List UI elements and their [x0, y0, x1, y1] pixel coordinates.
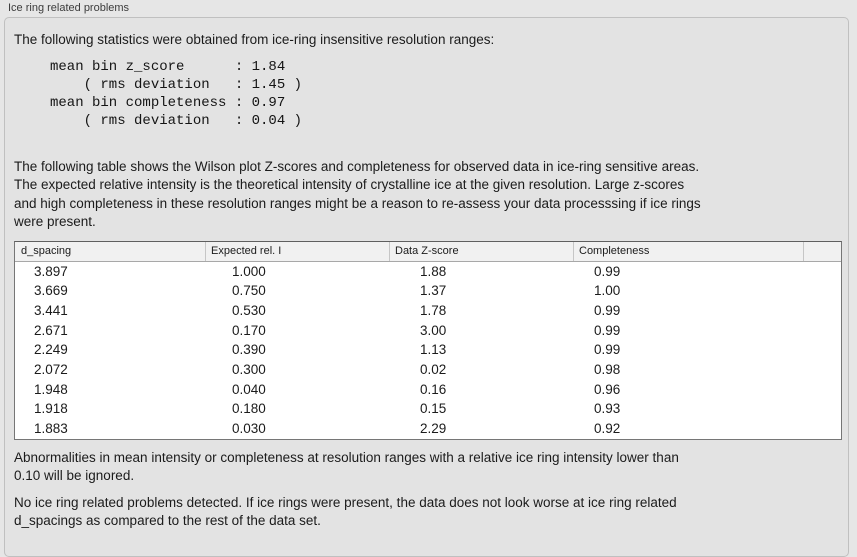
- ice-ring-panel: The following statistics were obtained f…: [4, 17, 849, 557]
- ignore-rule-text: Abnormalities in mean intensity or compl…: [14, 449, 679, 484]
- table-cell: 1.37: [420, 283, 447, 299]
- description-text: The following table shows the Wilson plo…: [14, 158, 701, 230]
- table-cell: 1.000: [232, 263, 266, 279]
- table-cell: 1.13: [420, 342, 447, 358]
- intro-text: The following statistics were obtained f…: [14, 32, 495, 47]
- table-cell: 1.883: [34, 421, 68, 436]
- table-cell: 1.88: [420, 263, 447, 279]
- table-row[interactable]: 3.669 0.750 1.37 1.00: [15, 281, 841, 301]
- table-row[interactable]: 3.441 0.530 1.78 0.99: [15, 301, 841, 321]
- table-cell: 0.98: [594, 361, 621, 377]
- table-cell: 0.15: [420, 401, 447, 417]
- table-cell: 0.530: [232, 302, 266, 318]
- table-body: 3.897 1.000 1.88 0.99 3.669 0.750 1.37 1.00 3.44…: [15, 262, 841, 439]
- table-row[interactable]: 3.897 1.000 1.88 0.99: [15, 262, 841, 282]
- table-cell: 0.180: [232, 401, 266, 417]
- table-cell: 0.93: [594, 401, 621, 417]
- table-cell: 0.030: [232, 421, 266, 436]
- header-cell: Data Z-score: [389, 241, 573, 261]
- table-cell: 2.671: [34, 322, 68, 338]
- table-cell: 0.040: [232, 381, 266, 397]
- table-cell: 0.300: [232, 361, 266, 377]
- header-cell: Expected rel. I: [205, 241, 389, 261]
- table-row[interactable]: 1.918 0.180 0.15 0.93: [15, 399, 841, 419]
- table-cell: 2.072: [34, 361, 68, 377]
- table-cell: 1.00: [594, 283, 621, 299]
- table-row[interactable]: 2.072 0.300 0.02 0.98: [15, 360, 841, 380]
- table-cell: 3.441: [34, 302, 68, 318]
- table-cell: 0.99: [594, 263, 621, 279]
- table-cell: 3.897: [34, 263, 68, 279]
- table-row[interactable]: 1.883 0.030 2.29 0.92: [15, 419, 841, 439]
- table-cell: 0.390: [232, 342, 266, 358]
- table-cell: 3.669: [34, 283, 68, 299]
- stats-block: mean bin z_score : 1.84 ( rms deviation …: [50, 58, 303, 129]
- table-row[interactable]: 1.948 0.040 0.16 0.96: [15, 380, 841, 400]
- header-cell: d_spacing: [21, 244, 72, 257]
- table-row[interactable]: 2.671 0.170 3.00 0.99: [15, 321, 841, 341]
- panel-title: Ice ring related problems: [8, 2, 130, 14]
- table-cell: 0.170: [232, 322, 266, 338]
- table-cell: 0.99: [594, 302, 621, 318]
- table-row[interactable]: 2.249 0.390 1.13 0.99: [15, 340, 841, 360]
- table-cell: 1.948: [34, 381, 68, 397]
- table-cell: 0.99: [594, 342, 621, 358]
- table-cell: 0.96: [594, 381, 621, 397]
- table-cell: 0.750: [232, 283, 266, 299]
- table-cell: 2.249: [34, 342, 68, 358]
- table-cell: 1.78: [420, 302, 447, 318]
- table-cell: 0.92: [594, 421, 621, 436]
- table-cell: 0.16: [420, 381, 447, 397]
- table-cell: 2.29: [420, 421, 447, 436]
- header-cell: [803, 241, 841, 261]
- table-cell: 0.99: [594, 322, 621, 338]
- ice-ring-table: d_spacing Expected rel. I Data Z-score Comp…: [14, 240, 842, 440]
- header-cell: Completeness: [573, 241, 803, 261]
- table-cell: 1.918: [34, 401, 68, 417]
- table-cell: 0.02: [420, 361, 447, 377]
- table-header: d_spacing Expected rel. I Data Z-score Comp…: [15, 241, 841, 262]
- conclusion-text: No ice ring related problems detected. I…: [14, 494, 677, 529]
- table-cell: 3.00: [420, 322, 447, 338]
